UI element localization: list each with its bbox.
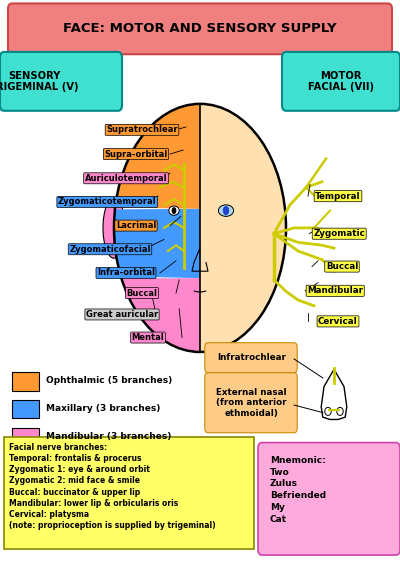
FancyBboxPatch shape [282,52,400,111]
Text: Supra-orbital: Supra-orbital [104,149,168,159]
Text: Infratrochlear: Infratrochlear [217,353,286,362]
Text: Ophthalmic (5 branches): Ophthalmic (5 branches) [46,376,172,385]
Text: MOTOR
FACIAL (VII): MOTOR FACIAL (VII) [308,70,374,92]
FancyBboxPatch shape [12,428,39,446]
Text: Buccal: Buccal [126,288,158,298]
Text: Temporal: Temporal [315,192,361,201]
Polygon shape [122,278,200,352]
FancyBboxPatch shape [4,437,254,549]
Text: Supratrochlear: Supratrochlear [106,125,178,134]
Polygon shape [114,209,200,278]
Ellipse shape [218,205,234,216]
Ellipse shape [103,197,125,258]
Text: Auriculotemporal: Auriculotemporal [85,174,167,183]
Ellipse shape [325,407,331,415]
Text: Zygomaticofacial: Zygomaticofacial [69,245,151,254]
Text: Zygomatic: Zygomatic [313,229,365,238]
Wedge shape [200,104,286,352]
FancyBboxPatch shape [0,52,122,111]
Text: External nasal
(from anterior
ethmoidal): External nasal (from anterior ethmoidal) [216,388,286,418]
Text: Cervical: Cervical [318,317,358,326]
Text: Zygomaticotemporal: Zygomaticotemporal [58,197,156,207]
Text: FACE: MOTOR AND SENSORY SUPPLY: FACE: MOTOR AND SENSORY SUPPLY [63,23,337,35]
Text: Infra-orbital: Infra-orbital [97,268,155,278]
FancyBboxPatch shape [205,373,297,433]
Circle shape [114,104,286,352]
Polygon shape [115,104,200,209]
Circle shape [223,206,229,215]
Text: Mandibular: Mandibular [307,286,363,295]
FancyBboxPatch shape [12,400,39,418]
Text: Great auricular: Great auricular [86,310,158,319]
Text: Mnemonic:
Two
Zulus
Befriended
My
Cat: Mnemonic: Two Zulus Befriended My Cat [270,456,326,524]
Text: SENSORY
TRIGEMINAL (V): SENSORY TRIGEMINAL (V) [0,70,79,92]
FancyBboxPatch shape [258,443,400,555]
Text: Maxillary (3 branches): Maxillary (3 branches) [46,404,160,413]
Circle shape [172,207,176,214]
Text: Buccal: Buccal [326,262,358,271]
Ellipse shape [169,206,179,215]
FancyBboxPatch shape [8,3,392,54]
Text: Lacrimal: Lacrimal [116,221,156,230]
FancyBboxPatch shape [205,343,297,373]
FancyBboxPatch shape [12,372,39,391]
Text: Mandibular (3 branches): Mandibular (3 branches) [46,432,171,441]
Text: Facial nerve branches:
Temporal: frontalis & procerus
Zygomatic 1: eye & around : Facial nerve branches: Temporal: frontal… [9,443,216,530]
Ellipse shape [337,407,343,415]
Text: Mental: Mental [132,333,164,342]
